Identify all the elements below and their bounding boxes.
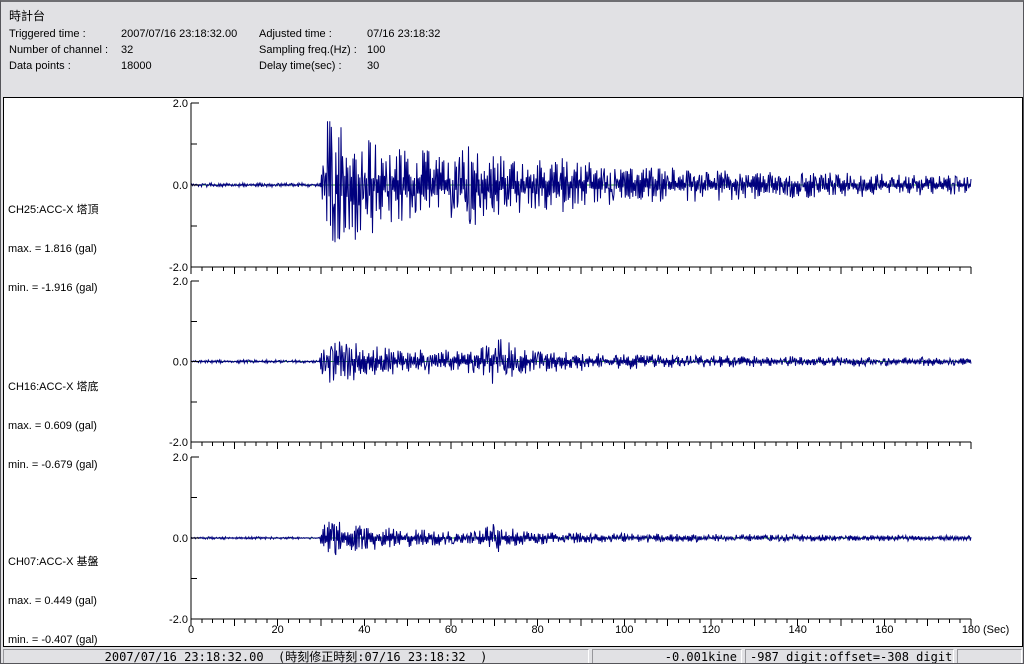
status-bar: 2007/07/16 23:18:32.00 (時刻修正時刻:07/16 23:… bbox=[1, 648, 1023, 663]
window-title: 時計台 bbox=[9, 9, 46, 23]
svg-text:100: 100 bbox=[615, 624, 633, 636]
channel-max-value: max. = 0.609 (gal) bbox=[8, 420, 97, 432]
channel-count-label: Number of channel : bbox=[9, 44, 109, 56]
data-points-value: 18000 bbox=[121, 60, 152, 72]
triggered-time-value: 2007/07/16 23:18:32.00 bbox=[121, 28, 238, 40]
channel-info-ch16: CH16:ACC-X 塔底 max. = 0.609 (gal) min. = … bbox=[8, 355, 188, 498]
channel-title: CH25:ACC-X 塔頂 bbox=[8, 204, 99, 216]
channel-min-value: min. = -0.679 (gal) bbox=[8, 459, 98, 471]
svg-text:20: 20 bbox=[272, 624, 284, 636]
svg-text:-2.0: -2.0 bbox=[169, 437, 188, 449]
waveform-panel: CH25:ACC-X 塔頂 max. = 1.816 (gal) min. = … bbox=[3, 97, 1023, 647]
status-kine-value: -0.001kine bbox=[592, 649, 742, 663]
channel-min-value: min. = -1.916 (gal) bbox=[8, 282, 98, 294]
svg-text:0.0: 0.0 bbox=[173, 533, 188, 545]
svg-text:(Sec): (Sec) bbox=[983, 624, 1009, 636]
data-points-label: Data points : bbox=[9, 60, 71, 72]
svg-text:80: 80 bbox=[532, 624, 544, 636]
channel-max-value: max. = 0.449 (gal) bbox=[8, 595, 97, 607]
svg-text:0: 0 bbox=[188, 624, 194, 636]
seismogram-plot: 2.00.0-2.02.00.0-2.02.00.0-2.00 20 40 60 80 1… bbox=[169, 98, 1009, 636]
channel-title: CH16:ACC-X 塔底 bbox=[8, 381, 99, 393]
svg-text:40: 40 bbox=[358, 624, 370, 636]
channel-min-value: min. = -0.407 (gal) bbox=[8, 634, 98, 646]
channel-info-ch25: CH25:ACC-X 塔頂 max. = 1.816 (gal) min. = … bbox=[8, 178, 188, 321]
svg-text:2.0: 2.0 bbox=[173, 98, 188, 110]
sampling-freq-value: 100 bbox=[367, 44, 386, 56]
svg-text:60: 60 bbox=[445, 624, 457, 636]
svg-text:180: 180 bbox=[962, 624, 980, 636]
triggered-time-label: Triggered time : bbox=[9, 28, 86, 40]
channel-max-value: max. = 1.816 (gal) bbox=[8, 243, 97, 255]
svg-text:0.0: 0.0 bbox=[173, 357, 188, 369]
svg-text:2.0: 2.0 bbox=[173, 452, 188, 464]
svg-text:2.0: 2.0 bbox=[173, 276, 188, 288]
adjusted-time-value: 07/16 23:18:32 bbox=[367, 28, 441, 40]
status-digit-info: -987 digit:offset=-308 digit bbox=[745, 649, 954, 663]
status-empty-panel bbox=[957, 649, 1022, 663]
channel-info-ch07: CH07:ACC-X 基盤 max. = 0.449 (gal) min. = … bbox=[8, 530, 188, 663]
svg-text:160: 160 bbox=[875, 624, 893, 636]
svg-text:120: 120 bbox=[702, 624, 720, 636]
delay-time-value: 30 bbox=[367, 60, 380, 72]
channel-title: CH07:ACC-X 基盤 bbox=[8, 556, 99, 568]
svg-text:140: 140 bbox=[788, 624, 806, 636]
svg-text:0.0: 0.0 bbox=[173, 180, 188, 192]
svg-text:-2.0: -2.0 bbox=[169, 262, 188, 274]
delay-time-label: Delay time(sec) : bbox=[259, 60, 342, 72]
adjusted-time-label: Adjusted time : bbox=[259, 28, 332, 40]
sampling-freq-label: Sampling freq.(Hz) : bbox=[259, 44, 357, 56]
channel-count-value: 32 bbox=[121, 44, 134, 56]
status-timestamp: 2007/07/16 23:18:32.00 (時刻修正時刻:07/16 23:… bbox=[3, 649, 589, 663]
svg-text:-2.0: -2.0 bbox=[169, 614, 188, 626]
